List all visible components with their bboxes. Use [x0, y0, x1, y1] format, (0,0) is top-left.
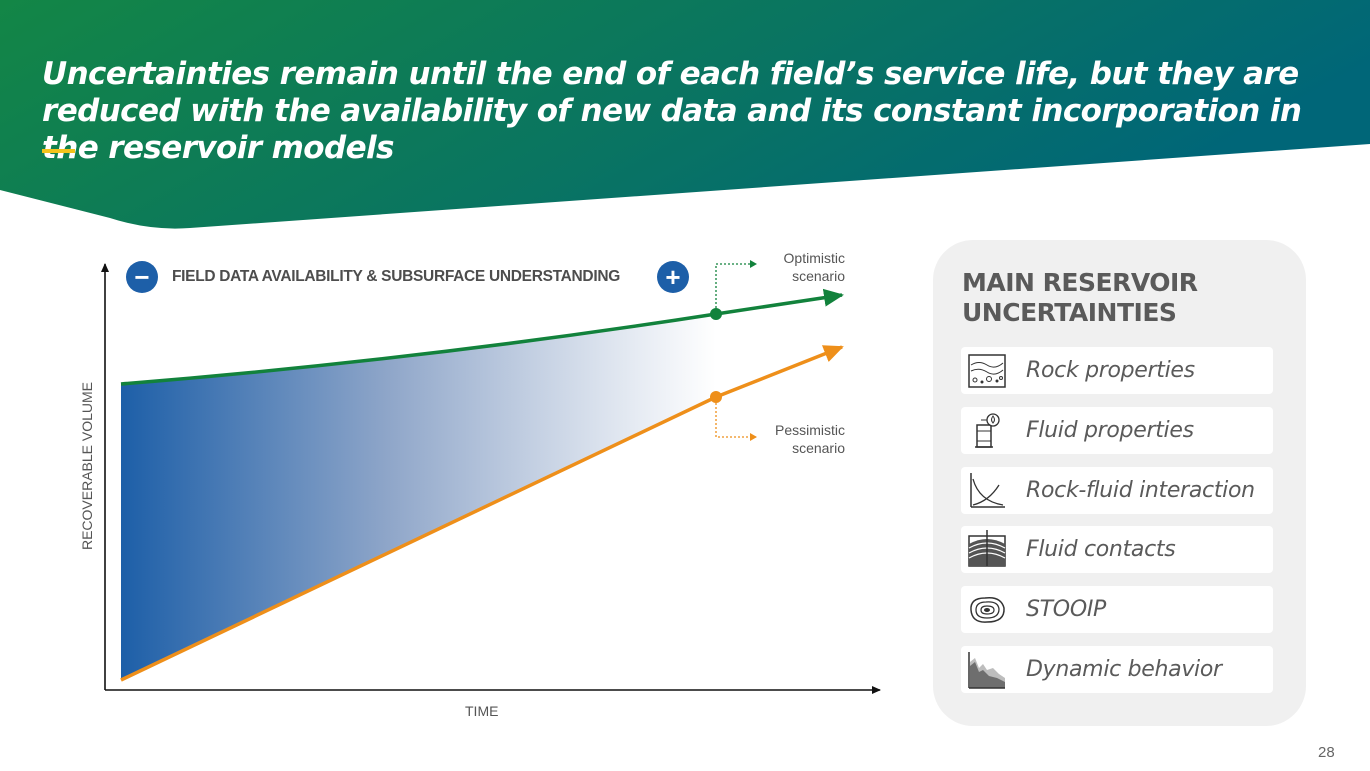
dynamic-behavior-icon: [968, 652, 1005, 689]
list-item-label: Fluid contacts: [1026, 537, 1176, 562]
list-item-rock-properties: Rock properties: [961, 347, 1273, 394]
title-accent-bar: [42, 149, 75, 153]
list-item-fluid-properties: Fluid properties: [961, 407, 1273, 454]
list-item-rock-fluid-interaction: Rock-fluid interaction: [961, 467, 1273, 514]
fluid-properties-icon: [975, 413, 1000, 448]
uncertainty-fan: [121, 314, 716, 680]
uncertainty-diagram: [101, 260, 881, 694]
page-number: 28: [1318, 744, 1335, 761]
list-item-label: Rock-fluid interaction: [1026, 478, 1255, 503]
list-item-label: STOOIP: [1026, 597, 1106, 622]
fluid-contacts-icon: [968, 530, 1006, 567]
y-axis-label: RECOVERABLE VOLUME: [79, 381, 95, 551]
data-availability-label: FIELD DATA AVAILABILITY & SUBSURFACE UND…: [172, 268, 620, 285]
list-item-fluid-contacts: Fluid contacts: [961, 526, 1273, 573]
uncertainties-panel: MAIN RESERVOIR UNCERTAINTIES Rock proper…: [933, 240, 1306, 726]
panel-title: MAIN RESERVOIR UNCERTAINTIES: [962, 268, 1198, 327]
rock-fluid-interaction-icon: [970, 473, 1005, 508]
pessimistic-callout: [715, 403, 757, 441]
plus-icon: +: [657, 261, 689, 293]
minus-icon: −: [126, 261, 158, 293]
list-item-label: Rock properties: [1026, 358, 1195, 383]
optimistic-marker: [710, 308, 722, 320]
list-item-stooip: STOOIP: [961, 586, 1273, 633]
page-title: Uncertainties remain until the end of ea…: [42, 56, 1302, 166]
list-item-dynamic-behavior: Dynamic behavior: [961, 646, 1273, 693]
header-banner: [0, 0, 1370, 229]
optimistic-scenario-label: Optimistic scenario: [783, 250, 845, 284]
list-item-label: Fluid properties: [1026, 418, 1194, 443]
rock-properties-icon: [968, 354, 1006, 388]
optimistic-callout: [715, 260, 757, 308]
list-item-label: Dynamic behavior: [1026, 657, 1222, 682]
stooip-icon: [970, 596, 1005, 623]
pessimistic-scenario-label: Pessimistic scenario: [774, 422, 845, 456]
optimistic-line: [120, 288, 844, 386]
pessimistic-marker: [710, 391, 722, 403]
x-axis-label: TIME: [465, 703, 499, 719]
